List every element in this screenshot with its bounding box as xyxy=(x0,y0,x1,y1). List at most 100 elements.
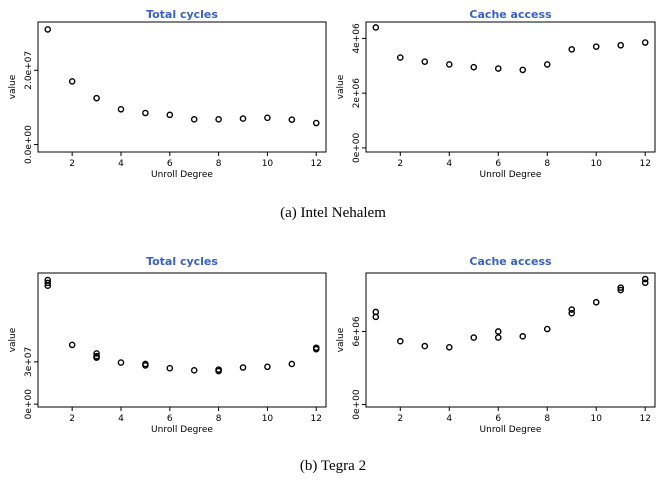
total-cycles-tegra2-x-axis-label: Unroll Degree xyxy=(151,425,213,435)
total-cycles-nehalem-data-point xyxy=(215,116,222,123)
cache-access-nehalem-y-axis-label: value xyxy=(336,74,346,99)
total-cycles-nehalem-data-point xyxy=(190,116,198,123)
cache-access-tegra2-data-point xyxy=(617,286,625,294)
total-cycles-tegra2-data-point xyxy=(117,359,125,366)
total-cycles-tegra2-data-point xyxy=(93,350,100,357)
cache-access-tegra2-data-point xyxy=(470,334,478,341)
cache-access-tegra2-y-axis-label: value xyxy=(336,327,346,352)
cache-access-nehalem-x-tick-label: 8 xyxy=(544,159,550,169)
cache-access-tegra2-y-tick-label: 6e+06 xyxy=(352,316,362,347)
total-cycles-tegra2-x-tick-label: 8 xyxy=(216,414,222,424)
cache-access-nehalem-data-point xyxy=(617,41,625,49)
cache-access-tegra2-plot-frame xyxy=(365,272,656,408)
cache-access-tegra2-x-tick-label: 12 xyxy=(639,414,650,424)
cache-access-nehalem-data-point xyxy=(519,66,527,74)
total-cycles-nehalem-data-point xyxy=(239,115,247,122)
cache-access-tegra2-x-tick-label: 2 xyxy=(397,414,403,424)
cache-access-tegra2-data-point xyxy=(396,337,404,345)
cache-access-nehalem-x-tick-label: 12 xyxy=(639,159,650,169)
total-cycles-nehalem-y-tick-label: 2.0e+07 xyxy=(24,51,34,90)
total-cycles-tegra2-y-tick-label: 3e+07 xyxy=(24,347,34,377)
caption-tegra-2: (b) Tegra 2 xyxy=(299,458,367,474)
cache-access-nehalem-data-point xyxy=(543,61,551,68)
total-cycles-nehalem-x-tick-label: 10 xyxy=(262,159,274,169)
total-cycles-nehalem-data-point xyxy=(68,78,76,85)
total-cycles-nehalem-data-point xyxy=(142,109,149,117)
total-cycles-nehalem-x-tick-label: 2 xyxy=(69,159,75,169)
cache-access-nehalem-data-point xyxy=(470,63,478,71)
cache-access-nehalem-data-point xyxy=(641,39,649,46)
cache-access-nehalem-x-tick-label: 2 xyxy=(397,159,403,169)
cache-access-nehalem-y-tick-label: 0e+00 xyxy=(352,132,362,163)
cache-access-nehalem-title: Cache access xyxy=(469,8,552,21)
cache-access-tegra2-data-point xyxy=(641,275,649,283)
total-cycles-tegra2-x-tick-label: 4 xyxy=(118,414,124,424)
cache-access-nehalem-data-point xyxy=(445,61,453,68)
total-cycles-nehalem-data-point xyxy=(117,105,125,113)
cache-access-tegra2-data-point xyxy=(372,308,380,316)
total-cycles-tegra2-data-point xyxy=(215,367,222,375)
total-cycles-tegra2-plot-frame xyxy=(37,272,327,408)
total-cycles-tegra2-data-point xyxy=(288,360,296,368)
cache-access-nehalem-y-tick-label: 2e+06 xyxy=(352,78,362,109)
cache-access-tegra2-data-point xyxy=(543,325,551,333)
cache-access-nehalem-x-tick-label: 10 xyxy=(590,159,602,169)
cache-access-tegra2-x-tick-label: 8 xyxy=(544,414,550,424)
total-cycles-tegra2-x-tick-label: 2 xyxy=(69,414,75,424)
cache-access-tegra2-data-point xyxy=(421,342,429,350)
cache-access-tegra2-x-tick-label: 4 xyxy=(446,414,452,424)
cache-access-tegra2-x-axis-label: Unroll Degree xyxy=(480,425,542,435)
total-cycles-nehalem-plot-frame xyxy=(37,21,327,153)
total-cycles-nehalem-data-point xyxy=(288,116,296,123)
cache-access-tegra2-x-tick-label: 10 xyxy=(590,414,602,424)
cache-access-tegra2-data-point xyxy=(568,309,576,317)
cache-access-tegra2-data-point xyxy=(641,279,649,287)
total-cycles-tegra2-data-point xyxy=(44,279,52,287)
cache-access-nehalem-plot-frame xyxy=(365,21,656,153)
cache-access-nehalem-x-axis-label: Unroll Degree xyxy=(480,170,542,180)
total-cycles-nehalem-x-tick-label: 6 xyxy=(167,159,173,169)
cache-access-tegra2-y-tick-label: 0e+00 xyxy=(352,389,362,420)
cache-access-tegra2-data-point xyxy=(519,333,527,340)
total-cycles-tegra2-data-point xyxy=(264,363,271,371)
total-cycles-nehalem-data-point xyxy=(44,26,52,33)
total-cycles-tegra2-x-tick-label: 10 xyxy=(262,414,274,424)
total-cycles-nehalem-x-axis-label: Unroll Degree xyxy=(151,170,213,180)
total-cycles-tegra2-data-point xyxy=(190,367,198,374)
total-cycles-tegra2-y-tick-label: 0e+00 xyxy=(24,389,34,420)
total-cycles-nehalem-x-tick-label: 12 xyxy=(311,159,322,169)
cache-access-nehalem-x-tick-label: 4 xyxy=(446,159,452,169)
total-cycles-tegra2-data-point xyxy=(239,364,247,371)
cache-access-tegra2-data-point xyxy=(494,334,502,341)
cache-access-nehalem-data-point xyxy=(421,58,429,65)
total-cycles-nehalem-data-point xyxy=(166,111,174,119)
total-cycles-nehalem-x-tick-label: 4 xyxy=(118,159,124,169)
cache-access-nehalem-data-point xyxy=(592,43,600,50)
cache-access-tegra2-title: Cache access xyxy=(469,255,552,268)
total-cycles-tegra2-data-point xyxy=(68,341,76,349)
total-cycles-tegra2-data-point xyxy=(312,344,320,352)
total-cycles-tegra2-title: Total cycles xyxy=(146,255,218,268)
cache-access-tegra2-data-point xyxy=(445,344,453,351)
caption-intel-nehalem: (a) Intel Nehalem xyxy=(280,205,386,221)
total-cycles-nehalem-x-tick-label: 8 xyxy=(216,159,222,169)
total-cycles-tegra2-data-point xyxy=(44,276,52,284)
cache-access-nehalem-data-point xyxy=(494,65,502,72)
total-cycles-tegra2-data-point xyxy=(142,362,149,369)
cache-access-nehalem-x-tick-label: 6 xyxy=(495,159,501,169)
cache-access-nehalem-data-point xyxy=(568,46,576,53)
cache-access-nehalem-y-tick-label: 4e+06 xyxy=(352,23,362,54)
total-cycles-nehalem-data-point xyxy=(264,114,271,122)
total-cycles-tegra2-data-point xyxy=(166,364,174,372)
total-cycles-tegra2-data-point xyxy=(93,354,100,361)
total-cycles-nehalem-data-point xyxy=(312,119,320,127)
cache-access-tegra2-data-point xyxy=(617,284,625,291)
cache-access-tegra2-data-point xyxy=(568,306,576,313)
total-cycles-nehalem-y-axis-label: value xyxy=(8,74,18,99)
cache-access-tegra2-x-tick-label: 6 xyxy=(495,414,501,424)
cache-access-nehalem-data-point xyxy=(372,24,380,31)
total-cycles-tegra2-x-tick-label: 6 xyxy=(167,414,173,424)
cache-access-nehalem-data-point xyxy=(396,54,404,61)
total-cycles-nehalem-title: Total cycles xyxy=(146,8,218,21)
